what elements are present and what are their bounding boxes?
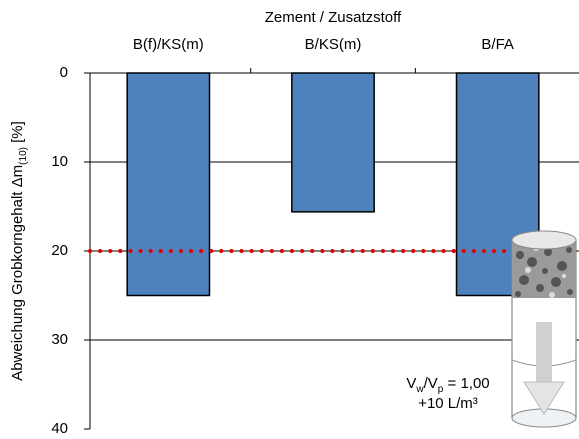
y-axis-title: Abweichung Grobkorngehalt Δm(10) [%] [9, 121, 29, 381]
y-tick-label: 40 [51, 420, 68, 437]
bar [126, 72, 211, 297]
subscript: (10) [18, 147, 29, 165]
y-tick-label: 0 [60, 64, 68, 81]
text-part: Abweichung Grobkorngehalt Δm [9, 165, 26, 381]
bar [291, 72, 375, 213]
cylinder-icon [511, 230, 577, 428]
subscript: w [415, 384, 424, 395]
text-part: = 1,00 [443, 375, 489, 392]
x-axis-title: Zement / Zusatzstoff [265, 9, 402, 26]
y-tick-label: 10 [51, 153, 68, 170]
x-tick-label: B/FA [481, 36, 514, 53]
y-tick-label: 20 [51, 242, 68, 259]
x-tick-label: B/KS(m) [305, 36, 362, 53]
text-part: +10 L/m³ [418, 395, 478, 412]
y-tick-label: 30 [51, 331, 68, 348]
x-tick-label: B(f)/KS(m) [133, 36, 204, 53]
text-part: V [406, 375, 416, 392]
text-part: [%] [9, 121, 26, 147]
text-part: /V [424, 375, 438, 392]
subscript: p [438, 384, 444, 395]
annotation: +10 L/m³ [418, 395, 478, 412]
annotation: Vw/Vp = 1,00 [406, 375, 489, 395]
